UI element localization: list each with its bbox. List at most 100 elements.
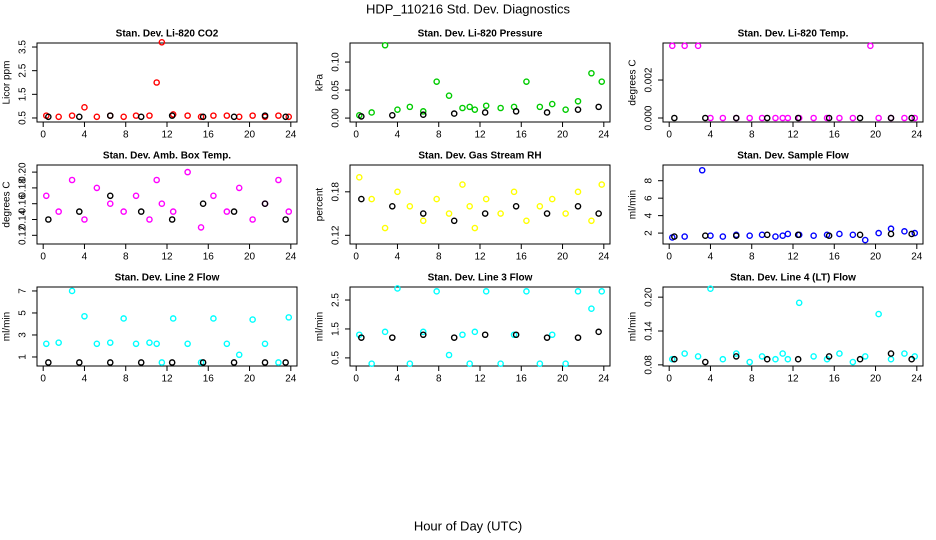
data-point — [389, 203, 396, 210]
x-tick-label: 24 — [911, 252, 923, 263]
data-point — [732, 114, 740, 122]
data-point — [763, 231, 771, 239]
data-point — [588, 217, 595, 225]
data-point — [368, 195, 375, 203]
data-point — [153, 176, 160, 184]
data-point — [867, 42, 874, 50]
plot-frame — [662, 286, 924, 367]
data-point — [732, 232, 740, 240]
data-point — [482, 195, 490, 203]
data-point — [548, 100, 556, 108]
y-axis-label: Licor ppm — [2, 61, 13, 105]
data-point — [358, 334, 365, 341]
data-point — [588, 69, 595, 77]
y-axis-label: degrees C — [628, 59, 639, 105]
x-tick-label: 8 — [123, 252, 129, 263]
x-tick-label: 0 — [40, 374, 46, 385]
y-axis-label: kPa — [315, 73, 326, 91]
data-point — [887, 355, 895, 363]
data-point — [45, 216, 52, 223]
data-point — [459, 104, 466, 112]
data-point — [681, 350, 688, 357]
x-tick-label: 20 — [870, 374, 882, 385]
x-tick-label: 12 — [787, 374, 799, 385]
plot-frame — [36, 42, 298, 123]
x-tick-label: 0 — [353, 252, 359, 263]
y-tick-label: 3 — [18, 332, 29, 338]
data-point — [137, 208, 145, 215]
data-point — [275, 176, 282, 184]
x-tick-label: 0 — [353, 130, 359, 141]
data-point — [381, 328, 389, 336]
data-point — [450, 334, 458, 341]
data-point — [598, 181, 606, 188]
data-point — [285, 208, 293, 215]
data-point — [908, 230, 915, 238]
y-axis-label: ml/min — [2, 312, 13, 341]
y-tick-label: 4 — [644, 212, 655, 218]
x-tick-label: 16 — [203, 130, 215, 141]
data-point — [875, 114, 882, 122]
x-tick-label: 8 — [123, 374, 129, 385]
data-point — [562, 210, 569, 217]
data-point — [261, 359, 269, 366]
data-point — [510, 331, 518, 339]
data-point — [445, 351, 453, 359]
data-point — [719, 355, 727, 363]
data-point — [106, 359, 114, 366]
panel-title: Stan. Dev. Li-820 Temp. — [738, 29, 849, 40]
data-point — [849, 231, 857, 239]
data-point — [746, 114, 753, 122]
plot-frame — [662, 164, 924, 245]
data-point — [512, 203, 520, 210]
data-point — [548, 195, 556, 203]
data-point — [93, 340, 101, 348]
y-tick-label: 0.00 — [331, 108, 342, 128]
x-tick-label: 16 — [516, 374, 528, 385]
data-point — [445, 210, 453, 217]
x-tick-label: 20 — [557, 252, 569, 263]
data-point — [184, 168, 191, 176]
data-point — [120, 113, 127, 121]
data-point — [574, 188, 582, 196]
data-point — [419, 331, 427, 339]
x-tick-label: 12 — [161, 130, 173, 141]
data-point — [543, 334, 551, 341]
data-point — [836, 350, 843, 357]
data-point — [282, 216, 289, 223]
data-point — [419, 111, 427, 119]
data-point — [132, 340, 140, 348]
data-point — [169, 111, 177, 118]
data-point — [784, 355, 792, 363]
data-point — [199, 359, 207, 366]
data-point — [595, 328, 602, 336]
y-tick-label: 0.002 — [644, 67, 655, 92]
data-point — [512, 331, 520, 339]
data-point — [794, 114, 802, 122]
data-point — [106, 112, 114, 119]
data-point — [911, 229, 919, 237]
x-tick-label: 0 — [40, 130, 46, 141]
panel-title: Stan. Dev. Line 2 Flow — [115, 273, 220, 284]
data-point — [901, 114, 908, 122]
data-point — [68, 112, 76, 119]
data-point — [719, 114, 727, 122]
x-tick-label: 20 — [244, 130, 256, 141]
x-tick-label: 16 — [203, 374, 215, 385]
data-point — [76, 208, 83, 215]
data-point — [197, 113, 205, 121]
data-point — [394, 188, 401, 196]
x-tick-label: 4 — [82, 130, 88, 141]
data-point — [836, 114, 843, 122]
x-tick-label: 8 — [436, 252, 442, 263]
data-point — [168, 112, 176, 119]
data-point — [823, 114, 831, 122]
data-point — [595, 103, 602, 111]
data-point — [497, 360, 504, 367]
data-point — [132, 112, 140, 119]
data-point — [758, 353, 766, 360]
data-point — [197, 224, 205, 231]
panel-title: Stan. Dev. Line 3 Flow — [428, 273, 533, 284]
data-point — [199, 200, 207, 208]
data-point — [199, 113, 207, 121]
